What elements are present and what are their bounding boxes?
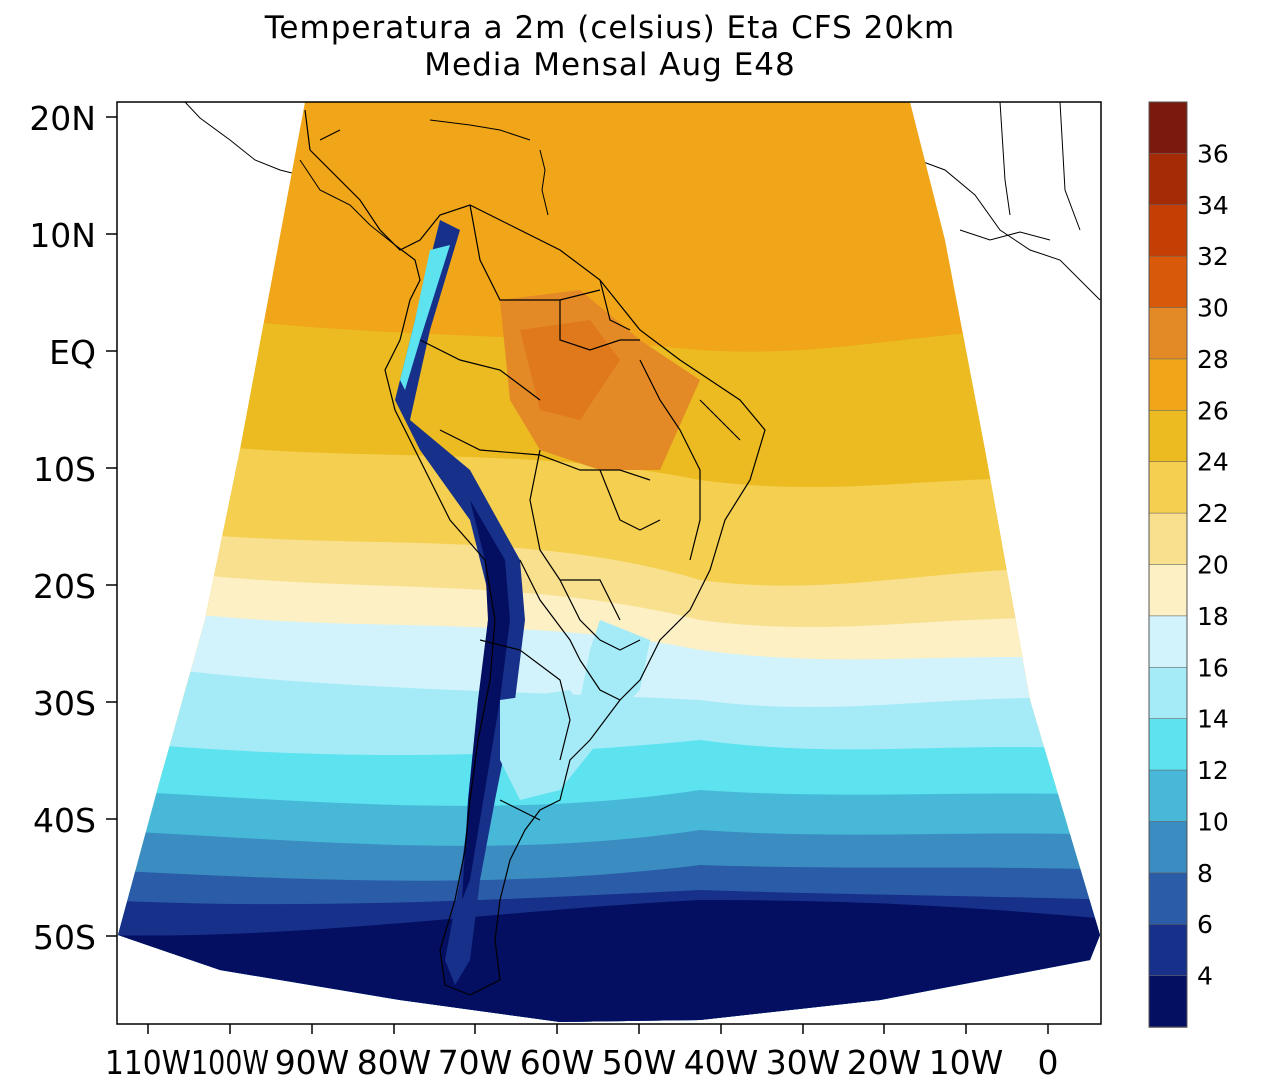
colorbar-swatch — [1148, 512, 1188, 566]
lon-label-0: 0 — [1038, 1043, 1059, 1080]
plot-frame — [116, 101, 1102, 1025]
lat-label-20n: 20N — [29, 99, 96, 138]
colorbar-label: 20 — [1197, 551, 1229, 580]
colorbar: 36 34 32 30 28 26 24 22 20 18 16 14 12 10 8 6 4 — [1148, 101, 1229, 1028]
colorbar-label: 18 — [1197, 602, 1229, 631]
colorbar-swatch — [1148, 204, 1188, 257]
colorbar-swatch — [1148, 410, 1188, 463]
colorbar-label: 4 — [1197, 962, 1213, 991]
colorbar-swatch — [1148, 872, 1188, 926]
colorbar-label: 10 — [1197, 807, 1229, 836]
colorbar-swatch — [1148, 461, 1188, 514]
colorbar-label: 16 — [1197, 653, 1229, 682]
colorbar-swatch — [1148, 666, 1188, 720]
lat-ticks — [106, 116, 117, 937]
lat-label-10n: 10N — [29, 216, 96, 255]
continent-outlines — [304, 109, 766, 996]
temperature-field — [118, 102, 1100, 1022]
colorbar-label: 14 — [1197, 705, 1229, 734]
colorbar-swatch — [1148, 255, 1188, 309]
lat-label-50s: 50S — [33, 918, 96, 957]
outside-coastlines — [184, 102, 1101, 301]
lon-label-60w: 60W — [520, 1043, 595, 1080]
colorbar-swatch — [1148, 821, 1188, 874]
colorbar-swatch — [1148, 153, 1188, 206]
colorbar-swatch — [1148, 975, 1188, 1028]
colorbar-label: 12 — [1197, 756, 1229, 785]
lon-label-20w: 20W — [847, 1043, 922, 1080]
lon-label-80w: 80W — [357, 1043, 432, 1080]
colorbar-swatch — [1148, 358, 1188, 412]
central-america-outline — [299, 119, 549, 246]
colorbar-swatch — [1148, 564, 1188, 617]
lat-label-20s: 20S — [33, 567, 96, 606]
colorbar-label: 32 — [1197, 242, 1229, 271]
colorbar-swatch — [1148, 923, 1188, 977]
lon-label-100w: 100W — [191, 1043, 269, 1080]
colorbar-swatch — [1148, 615, 1188, 669]
lon-label-110w: 110W — [105, 1043, 191, 1080]
lon-labels: 110W 100W 90W 80W 70W 60W 50W 40W 30W 20… — [105, 1043, 1059, 1080]
lat-labels: 20N 10N EQ 10S 20S 30S 40S 50S — [29, 99, 96, 957]
lon-label-70w: 70W — [438, 1043, 513, 1080]
map-plot-area — [118, 102, 1101, 1022]
lon-ticks — [147, 1024, 1049, 1034]
colorbar-frame — [1148, 101, 1188, 1028]
lat-label-40s: 40S — [33, 801, 96, 840]
colorbar-swatch — [1148, 769, 1188, 823]
colorbar-label: 24 — [1197, 448, 1229, 477]
lat-label-30s: 30S — [33, 684, 96, 723]
colorbar-swatch — [1148, 101, 1188, 155]
lat-label-eq: EQ — [49, 333, 96, 372]
colorbar-label: 36 — [1197, 139, 1229, 168]
lon-label-90w: 90W — [275, 1043, 350, 1080]
colorbar-label: 26 — [1197, 396, 1229, 425]
lon-label-40w: 40W — [684, 1043, 759, 1080]
colorbar-label: 30 — [1197, 294, 1229, 323]
colorbar-label: 8 — [1197, 859, 1213, 888]
colorbar-label: 6 — [1197, 910, 1213, 939]
colorbar-label: 22 — [1197, 499, 1229, 528]
lon-label-30w: 30W — [766, 1043, 841, 1080]
map-title: Temperatura a 2m (celsius) Eta CFS 20km — [264, 10, 956, 46]
lon-label-10w: 10W — [929, 1043, 1004, 1080]
colorbar-label: 28 — [1197, 345, 1229, 374]
colorbar-swatch — [1148, 307, 1188, 360]
lon-label-50w: 50W — [602, 1043, 677, 1080]
colorbar-label: 34 — [1197, 191, 1229, 220]
map-subtitle: Media Mensal Aug E48 — [424, 47, 796, 83]
colorbar-swatch — [1148, 718, 1188, 771]
lat-label-10s: 10S — [33, 450, 96, 489]
